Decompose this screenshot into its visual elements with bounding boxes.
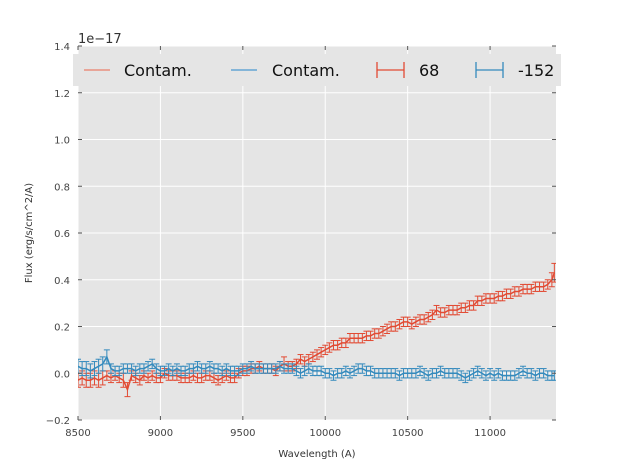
legend-swatch-minus152 xyxy=(475,62,504,78)
y-tick-label: 1.4 xyxy=(54,42,70,53)
legend: Contam. Contam. 68 -152 xyxy=(73,54,561,86)
x-tick-label: 10000 xyxy=(309,428,341,439)
series-layer xyxy=(78,262,556,398)
x-tick-label: 11000 xyxy=(474,428,506,439)
y-tick-label: 1.2 xyxy=(54,89,70,100)
series--152 xyxy=(78,349,556,384)
legend-label-contam-red: Contam. xyxy=(124,61,192,80)
x-tick-label: 10500 xyxy=(392,428,424,439)
y-axis-label: Flux (erg/s/cm^2/A) xyxy=(24,183,35,283)
y-tick-label: 0.0 xyxy=(54,369,70,380)
legend-label-minus152: -152 xyxy=(518,61,554,80)
x-tick-label: 8500 xyxy=(65,428,90,439)
y-tick-label: 0.8 xyxy=(54,182,70,193)
legend-label-68: 68 xyxy=(419,61,439,80)
y-tick-label: 0.2 xyxy=(54,323,70,334)
y-scale-offset: 1e−17 xyxy=(78,32,122,47)
y-tick-label: 0.4 xyxy=(54,276,70,287)
y-tick-label: 0.6 xyxy=(54,229,70,240)
y-tick-label: 1.0 xyxy=(54,136,70,147)
legend-label-contam-blue: Contam. xyxy=(272,61,340,80)
x-axis-label: Wavelength (A) xyxy=(278,449,355,460)
x-tick-label: 9500 xyxy=(230,428,255,439)
y-tick-label: −0.2 xyxy=(46,416,70,427)
ticks: 8500 9000 9500 10000 10500 11000 −0.2 0.0 0.2 0.4… xyxy=(46,42,556,439)
x-tick-label: 9000 xyxy=(148,428,173,439)
legend-swatch-68 xyxy=(376,62,405,78)
